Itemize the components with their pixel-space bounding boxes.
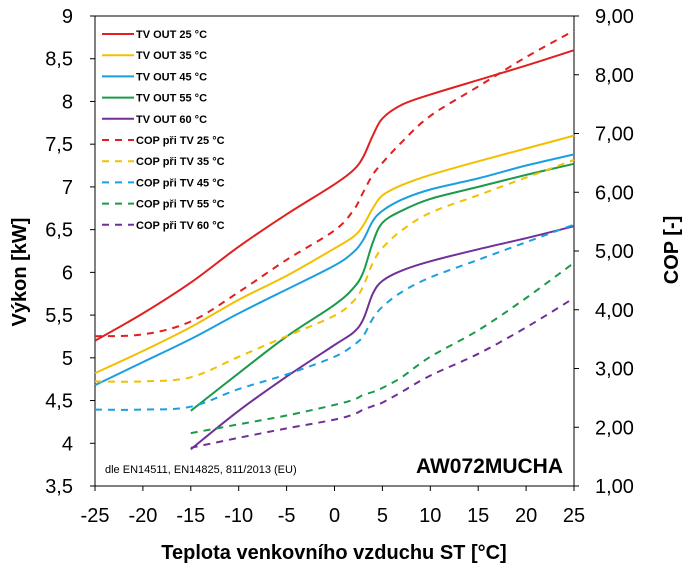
legend-label-7: COP při TV 35 °C (136, 156, 225, 168)
right-tick-label: 2,00 (595, 417, 634, 439)
x-tick-label: 5 (377, 505, 388, 527)
series-line-8 (94, 223, 575, 411)
left-tick-label: 5 (62, 348, 73, 370)
left-tick-label: 4 (62, 433, 73, 455)
right-tick-label: 8,00 (595, 65, 634, 87)
legend-label-1: TV OUT 25 °C (136, 29, 207, 41)
series-line-9 (190, 261, 575, 435)
right-tick-label: 4,00 (595, 300, 634, 322)
legend-label-8: COP při TV 45 °C (136, 177, 225, 189)
legend-label-5: TV OUT 60 °C (136, 114, 207, 126)
x-tick-label: -5 (278, 505, 296, 527)
right-tick-label: 7,00 (595, 124, 634, 146)
left-axis-ticks: 3,5 4 4,5 5 5,5 6 6,5 7 7,5 8 8,5 9 (45, 6, 95, 498)
left-tick-label: 5,5 (45, 305, 73, 327)
left-tick-label: 6 (62, 262, 73, 284)
series-line-3 (94, 153, 575, 387)
x-tick-label: 0 (329, 505, 340, 527)
left-tick-label: 6,5 (45, 220, 73, 242)
x-axis-ticks: -25 -20 -15 -10 -5 0 5 10 15 20 25 (81, 486, 585, 527)
left-tick-label: 8,5 (45, 49, 73, 71)
x-tick-label: 10 (419, 505, 441, 527)
right-tick-label: 9,00 (595, 6, 634, 28)
left-tick-label: 8 (62, 91, 73, 113)
x-tick-label: -20 (128, 505, 157, 527)
x-tick-label: 20 (515, 505, 537, 527)
left-tick-label: 7,5 (45, 134, 73, 156)
standards-note: dle EN14511, EN14825, 811/2013 (EU) (105, 464, 297, 476)
legend-label-3: TV OUT 45 °C (136, 71, 207, 83)
plot-border (94, 15, 575, 487)
left-tick-label: 9 (62, 6, 73, 28)
left-tick-label: 7 (62, 177, 73, 199)
left-tick-label: 4,5 (45, 391, 73, 413)
series-layer (94, 29, 575, 451)
legend-label-6: COP při TV 25 °C (136, 135, 225, 147)
legend-label-9: COP při TV 55 °C (136, 199, 225, 211)
x-tick-label: 25 (563, 505, 585, 527)
series-line-1 (94, 49, 575, 342)
series-line-4 (190, 162, 575, 412)
y-axis-right-title: COP [-] (661, 216, 683, 285)
legend-label-4: TV OUT 55 °C (136, 93, 207, 105)
legend-label-2: TV OUT 35 °C (136, 50, 207, 62)
series-line-5 (190, 225, 575, 451)
series-line-6 (94, 29, 575, 338)
right-tick-label: 5,00 (595, 241, 634, 263)
x-axis-title: Teplota venkovního vzduchu ST [°C] (161, 542, 506, 564)
left-tick-label: 3,5 (45, 476, 73, 498)
x-tick-label: 15 (467, 505, 489, 527)
series-line-10 (190, 297, 575, 449)
x-tick-label: -10 (224, 505, 253, 527)
y-axis-left-title: Výkon [kW] (9, 218, 31, 327)
legend: TV OUT 25 °C TV OUT 35 °C TV OUT 45 °C TV O… (102, 29, 225, 232)
right-axis-ticks: 1,00 2,00 3,00 4,00 5,00 6,00 7,00 8,00 9,00 (574, 6, 634, 498)
model-label: AW072MUCHA (416, 455, 563, 478)
x-tick-label: -25 (81, 505, 110, 527)
right-tick-label: 3,00 (595, 359, 634, 381)
right-tick-label: 6,00 (595, 182, 634, 204)
plot-frame (94, 15, 575, 487)
x-tick-label: -15 (176, 505, 205, 527)
legend-label-10: COP při TV 60 °C (136, 220, 225, 232)
series-line-2 (94, 134, 575, 375)
series-line-7 (94, 158, 575, 383)
right-tick-label: 1,00 (595, 476, 634, 498)
